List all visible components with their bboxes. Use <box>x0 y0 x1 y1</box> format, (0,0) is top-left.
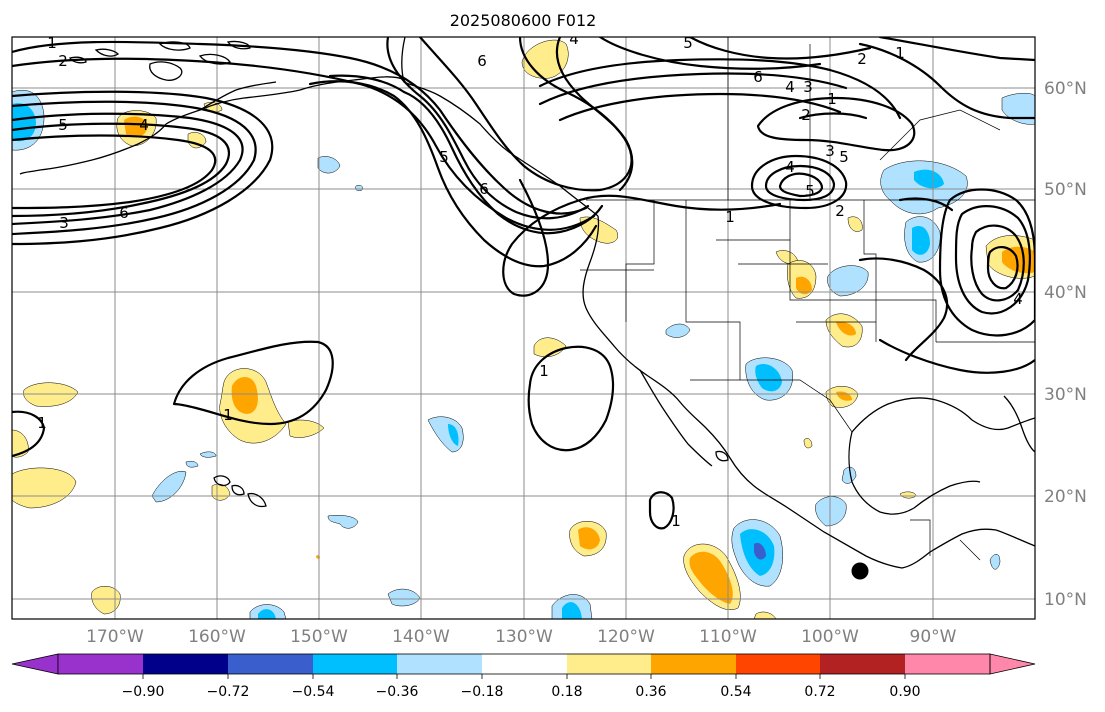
colorbar-tick-pos-090: 0.90 <box>889 684 920 700</box>
contour-label-5d: 5 <box>839 148 849 166</box>
contour-label-5e: 5 <box>805 182 815 200</box>
lon-label-120w: 120°W <box>597 627 655 647</box>
contour-label-1b: 1 <box>827 90 837 108</box>
lon-label-170w: 170°W <box>86 627 144 647</box>
contour-label-2b: 2 <box>857 50 867 68</box>
contour-label-1h: 1 <box>37 414 47 432</box>
lon-label-110w: 110°W <box>699 627 757 647</box>
political-borders <box>580 37 1035 561</box>
colorbar-segment-6 <box>482 654 568 674</box>
lon-label-160w: 160°W <box>188 627 246 647</box>
contour-label-1c: 1 <box>895 44 905 62</box>
colorbar-tick-neg-036: −0.36 <box>376 684 419 700</box>
colorbar-tick-neg-018: −0.18 <box>461 684 504 700</box>
contour-label-4: 4 <box>139 116 149 134</box>
colorbar-tick-pos-054: 0.54 <box>720 684 751 700</box>
map-title: 2025080600 F012 <box>450 11 597 30</box>
contour-label-4b: 4 <box>569 30 579 48</box>
contour-label-2d: 2 <box>835 202 845 220</box>
colorbar-segment-1 <box>58 654 144 674</box>
lat-label-40n: 40°N <box>1044 283 1087 303</box>
lon-label-90w: 90°W <box>910 627 957 647</box>
colorbar-tick-neg-054: −0.54 <box>292 684 335 700</box>
lon-label-130w: 130°W <box>495 627 553 647</box>
contour-label-6c: 6 <box>479 180 489 198</box>
colorbar-segment-5 <box>397 654 483 674</box>
contour-labels: 1 2 5 4 6 3 6 5 6 4 5 6 4 3 1 2 1 2 4 3 … <box>37 30 1023 530</box>
contour-label-1g: 1 <box>671 512 681 530</box>
colorbar-tick-neg-072: −0.72 <box>207 684 250 700</box>
contour-label-1f: 1 <box>539 362 549 380</box>
contour-label-5c: 5 <box>683 34 693 52</box>
contour-label-1: 1 <box>47 34 57 52</box>
colorbar-segment-10 <box>820 654 906 674</box>
contour-label-1e: 1 <box>223 406 233 424</box>
colorbar-neg-extension <box>11 653 59 675</box>
latitude-labels: 60°N 50°N 40°N 30°N 20°N 10°N <box>1044 79 1087 610</box>
contour-label-1d: 1 <box>725 208 735 226</box>
lon-label-140w: 140°W <box>392 627 450 647</box>
lat-label-20n: 20°N <box>1044 487 1087 507</box>
colorbar-tick-pos-018: 0.18 <box>551 684 582 700</box>
colorbar: −0.90 −0.72 −0.54 −0.36 −0.18 0.18 0.36 … <box>11 653 1036 700</box>
contour-label-6b: 6 <box>477 52 487 70</box>
positive-anomaly-shading <box>12 39 1035 619</box>
contour-label-3b: 3 <box>803 78 813 96</box>
contour-label-6: 6 <box>119 204 129 222</box>
colorbar-segment-3 <box>228 654 314 674</box>
contour-label-6d: 6 <box>753 68 763 86</box>
map-panel: 1 2 5 4 6 3 6 5 6 4 5 6 4 3 1 2 1 2 4 3 … <box>12 30 1035 619</box>
colorbar-pos-extension <box>989 653 1036 675</box>
contour-label-4c: 4 <box>785 78 795 96</box>
lat-label-50n: 50°N <box>1044 180 1087 200</box>
lat-label-30n: 30°N <box>1044 385 1087 405</box>
colorbar-tick-neg-090: −0.90 <box>122 684 165 700</box>
colorbar-segment-9 <box>736 654 822 674</box>
longitude-labels: 170°W 160°W 150°W 140°W 130°W 120°W 110°… <box>86 627 957 647</box>
gridlines <box>12 37 1035 619</box>
map-frame <box>11 36 1036 620</box>
colorbar-segment-4 <box>313 654 399 674</box>
contour-label-4e: 4 <box>1013 290 1023 308</box>
contour-label-4d: 4 <box>785 158 795 176</box>
colorbar-tick-pos-072: 0.72 <box>804 684 835 700</box>
lon-label-100w: 100°W <box>801 627 859 647</box>
contour-label-5b: 5 <box>439 148 449 166</box>
contour-label-5: 5 <box>58 116 68 134</box>
contour-label-3: 3 <box>59 214 69 232</box>
black-dot-marker <box>851 562 869 580</box>
colorbar-tick-pos-036: 0.36 <box>635 684 666 700</box>
lat-label-10n: 10°N <box>1044 590 1087 610</box>
colorbar-segment-2 <box>143 654 229 674</box>
contour-label-2: 2 <box>58 52 68 70</box>
contour-label-3c: 3 <box>825 142 835 160</box>
contours <box>12 37 1035 530</box>
colorbar-segment-7 <box>567 654 653 674</box>
contour-label-2c: 2 <box>801 106 811 124</box>
lon-label-150w: 150°W <box>290 627 348 647</box>
colorbar-segment-8 <box>651 654 737 674</box>
lat-label-60n: 60°N <box>1044 79 1087 99</box>
colorbar-segment-11 <box>905 654 991 674</box>
